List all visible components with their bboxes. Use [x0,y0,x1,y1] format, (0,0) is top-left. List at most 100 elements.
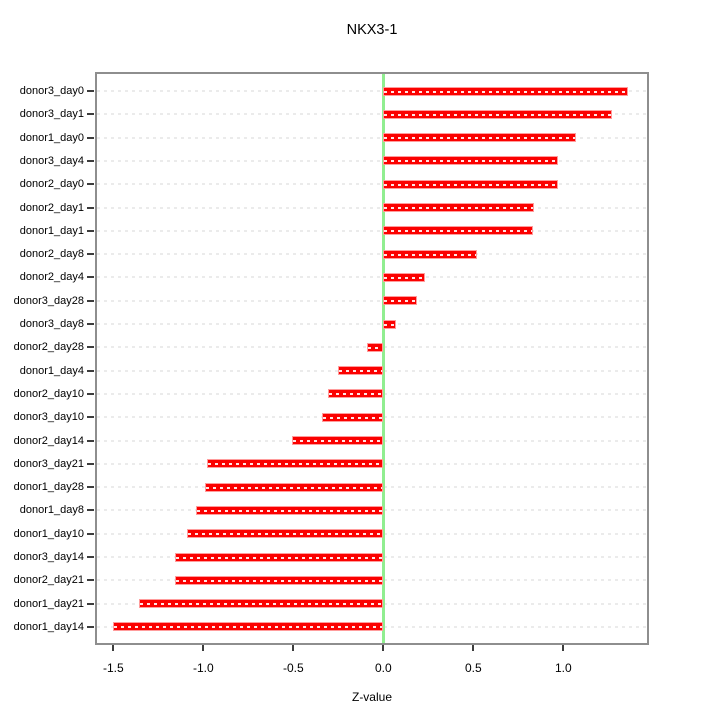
y-label-donor1_day10: donor1_day10 [13,527,84,540]
bar-donor3_day28 [383,296,418,306]
y-tick [87,416,94,419]
x-tick-label: -1.0 [192,661,214,675]
y-label-donor1_day1: donor1_day1 [19,224,84,237]
y-label-donor3_day8: donor3_day8 [19,318,84,330]
y-tick [87,346,94,349]
bar-donor3_day21 [206,459,384,469]
bar-grid-overlay [384,160,557,163]
bar-grid-overlay [368,346,383,349]
x-tick [292,645,295,651]
bar-donor2_day4 [383,272,425,282]
bar-grid-overlay [384,113,611,116]
bar-grid-overlay [188,533,383,536]
bar-donor3_day0 [383,86,629,96]
y-label-donor3_day1: donor3_day1 [19,108,84,121]
bar-grid-overlay [114,626,383,629]
y-tick [87,369,94,372]
bar-donor2_day0 [383,179,558,189]
y-label-donor1_day8: donor1_day8 [19,504,84,517]
bar-donor1_day14 [113,622,384,632]
bar-donor3_day1 [383,109,612,119]
bar-donor2_day21 [174,575,384,585]
gridline [97,183,647,186]
y-label-donor1_day21: donor1_day21 [13,597,84,610]
bar-donor1_day28 [205,482,384,492]
y-tick [87,509,94,512]
bar-grid-overlay [175,579,383,582]
x-tick [472,645,475,651]
y-label-donor3_day28: donor3_day28 [13,294,84,307]
bar-donor2_day1 [383,203,535,212]
y-tick [87,159,94,162]
y-label-donor2_day8: donor2_day8 [19,248,84,261]
bar-donor1_day21 [138,599,384,609]
y-label-donor2_day4: donor2_day4 [19,271,84,284]
bar-grid-overlay [197,509,383,512]
bar-grid-overlay [384,300,417,303]
x-tick-label: 0.0 [374,661,392,675]
bar-donor3_day10 [322,412,384,422]
bar-grid-overlay [323,416,383,419]
bar-donor2_day14 [291,436,384,445]
y-tick [87,276,94,279]
y-tick [87,579,94,582]
bar-donor2_day8 [383,249,477,259]
y-label-donor1_day14: donor1_day14 [13,620,84,633]
gridline [97,136,647,139]
y-label-donor2_day1: donor2_day1 [19,201,84,214]
bar-donor2_day28 [367,342,384,352]
y-tick [87,183,94,186]
y-tick [87,299,94,302]
gridline [97,253,647,256]
y-tick [87,439,94,442]
y-tick [87,113,94,116]
bar-grid-overlay [384,207,534,209]
y-label-donor3_day4: donor3_day4 [19,154,84,167]
y-label-donor1_day0: donor1_day0 [19,131,84,144]
y-label-donor1_day28: donor1_day28 [13,481,84,494]
bar-grid-overlay [384,90,628,93]
bar-grid-overlay [384,253,476,256]
bar-grid-overlay [175,556,383,559]
x-tick [112,645,115,651]
y-label-donor2_day0: donor2_day0 [19,178,84,191]
y-label-donor3_day21: donor3_day21 [13,457,84,470]
x-tick-label: 0.5 [464,661,482,675]
gridline [97,299,647,302]
y-tick [87,90,94,92]
bar-grid-overlay [384,137,575,140]
gridline [97,229,647,232]
y-tick [87,556,94,558]
x-tick [382,645,385,651]
gridline [97,323,647,325]
bar-donor1_day4 [338,366,384,376]
y-tick [87,486,94,489]
y-tick [87,532,94,535]
x-tick-label: 1.0 [554,661,572,675]
chart-title: NKX3-1 [346,22,398,38]
y-tick [87,206,94,209]
y-label-donor3_day0: donor3_day0 [19,85,84,97]
y-label-donor2_day21: donor2_day21 [13,574,84,587]
y-label-donor3_day10: donor3_day10 [13,411,84,424]
y-tick [87,229,94,232]
gridline [97,159,647,162]
y-tick [87,462,94,465]
gridline [97,90,647,92]
x-tick [562,645,565,651]
plot-area [95,72,649,645]
y-tick [87,136,94,139]
x-tick-label: -1.5 [102,661,124,675]
bar-donor3_day8 [383,319,396,329]
y-tick [87,625,94,628]
bar-grid-overlay [207,463,383,466]
y-tick [87,253,94,256]
bar-donor1_day8 [196,505,384,515]
y-label-donor2_day14: donor2_day14 [13,434,84,447]
bar-grid-overlay [139,603,383,606]
bar-donor2_day10 [327,389,384,399]
y-label-donor2_day28: donor2_day28 [13,341,84,354]
bar-grid-overlay [384,183,557,186]
y-tick [87,323,94,325]
